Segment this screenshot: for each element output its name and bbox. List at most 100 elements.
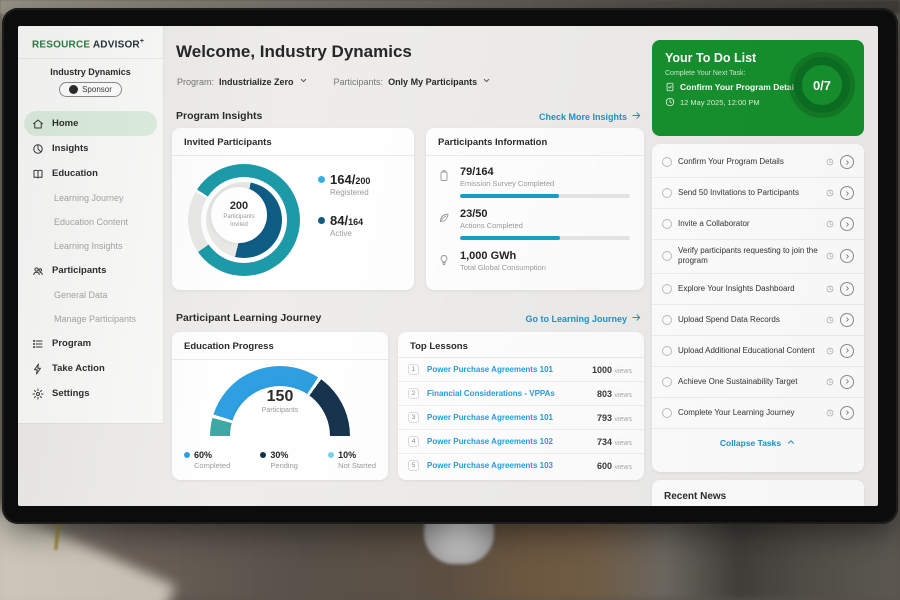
filter-participants[interactable]: Participants: Only My Participants: [334, 76, 492, 87]
legend-dot: [184, 452, 190, 458]
legend-item-not-started: 10% Not Started: [328, 450, 376, 470]
task-upload-spend-data-records[interactable]: Upload Spend Data Records: [652, 305, 864, 336]
task-verify-participants-requesting-to-join-the-program[interactable]: Verify participants requesting to join t…: [652, 240, 864, 274]
todo-title: Your To Do List: [665, 51, 757, 65]
task-confirm-your-program-details[interactable]: Confirm Your Program Details: [652, 147, 864, 178]
task-checkbox[interactable]: [662, 376, 672, 387]
task-open-button[interactable]: [840, 312, 854, 327]
stat-label: Total Global Consumption: [460, 263, 546, 272]
gauge-center-label: Participants: [261, 407, 299, 414]
survey-icon: [438, 169, 450, 181]
sidebar-item-home[interactable]: Home: [24, 111, 157, 137]
legend-value: 30%: [270, 450, 289, 460]
stat-label: Actions Completed: [460, 221, 523, 230]
top-lessons-card: Top Lessons 1 Power Purchase Agreements 1…: [398, 332, 644, 480]
stat-actions-completed: 23/50 Actions Completed: [426, 198, 644, 240]
sidebar-item-program[interactable]: Program: [24, 331, 157, 356]
task-send-50-invitations-to-participants[interactable]: Send 50 Invitations to Participants: [652, 178, 864, 209]
sidebar-item-label: Program: [52, 338, 92, 350]
task-open-button[interactable]: [840, 155, 854, 169]
filter-program[interactable]: Program: Industrialize Zero: [177, 76, 308, 87]
page-title: Welcome, Industry Dynamics: [176, 42, 412, 61]
go-to-learning-journey-link[interactable]: Go to Learning Journey: [525, 312, 642, 325]
task-open-button[interactable]: [840, 186, 854, 200]
arrow-right-icon: [631, 312, 642, 325]
task-checkbox[interactable]: [662, 283, 672, 294]
task-checkbox[interactable]: [662, 157, 672, 167]
collapse-tasks-link[interactable]: Collapse Tasks: [652, 429, 864, 455]
sidebar-item-label: Learning Journey: [54, 193, 124, 204]
program-icon: [32, 338, 44, 350]
sidebar-item-label: Take Action: [52, 363, 105, 375]
lesson-row: 3 Power Purchase Agreements 101 793 views: [398, 406, 644, 430]
sponsor-badge[interactable]: Sponsor: [59, 82, 122, 98]
task-open-button[interactable]: [840, 343, 854, 358]
monitor-bezel: RESOURCE ADVISOR+ Industry Dynamics Spon…: [2, 8, 898, 524]
lesson-views: 793 views: [596, 412, 632, 423]
legend-value: 60%: [194, 450, 213, 460]
task-open-button[interactable]: [840, 281, 854, 296]
lesson-row: 5 Power Purchase Agreements 103 600 views: [398, 454, 644, 477]
lesson-rank: 1: [408, 364, 419, 375]
check-more-insights-link[interactable]: Check More Insights: [539, 110, 642, 123]
task-complete-your-learning-journey[interactable]: Complete Your Learning Journey: [652, 398, 864, 429]
task-open-button[interactable]: [840, 374, 854, 389]
task-checkbox[interactable]: [662, 251, 672, 262]
task-checkbox[interactable]: [662, 345, 672, 356]
sidebar-item-label: Manage Participants: [54, 314, 137, 325]
filter-value: Only My Participants: [388, 76, 478, 87]
sidebar-item-education[interactable]: Education: [24, 161, 157, 186]
task-checkbox[interactable]: [662, 407, 672, 418]
clock-icon: [826, 342, 834, 360]
sidebar-item-label: General Data: [54, 290, 108, 301]
lesson-rank: 5: [408, 460, 419, 471]
stat-total-global-consumption: 1,000 GWh Total Global Consumption: [426, 240, 644, 272]
sidebar-item-settings[interactable]: Settings: [24, 381, 157, 406]
task-open-button[interactable]: [840, 217, 854, 231]
task-checkbox[interactable]: [662, 314, 672, 325]
stat-value: 23/50: [460, 208, 488, 220]
bulb-icon: [438, 253, 450, 265]
home-icon: [32, 118, 44, 130]
legend-item-pending: 30% Pending: [260, 450, 298, 470]
todo-progress-ring: 0/7: [794, 57, 850, 113]
sidebar-item-manage-participants[interactable]: Manage Participants: [24, 307, 157, 331]
task-open-button[interactable]: [840, 405, 854, 420]
lesson-rank: 4: [408, 436, 419, 447]
lesson-title-link[interactable]: Financial Considerations - VPPAs: [427, 389, 555, 398]
legend-label: Completed: [194, 461, 231, 470]
task-checkbox[interactable]: [662, 188, 672, 198]
lesson-title-link[interactable]: Power Purchase Agreements 101: [427, 413, 553, 422]
card-title: Participants Information: [426, 128, 644, 156]
todo-next-task[interactable]: Confirm Your Program Details: [652, 77, 802, 92]
sidebar-item-label: Insights: [52, 143, 89, 155]
task-open-button[interactable]: [840, 249, 854, 264]
app-logo[interactable]: RESOURCE ADVISOR+: [18, 26, 163, 60]
take-action-icon: [32, 363, 44, 375]
sidebar-item-learning-journey[interactable]: Learning Journey: [24, 186, 157, 210]
task-invite-a-collaborator[interactable]: Invite a Collaborator: [652, 209, 864, 240]
sidebar-item-take-action[interactable]: Take Action: [24, 356, 157, 381]
actions-icon: [438, 211, 450, 223]
task-label: Complete Your Learning Journey: [678, 407, 795, 417]
legend-item-registered: 164/200 Registered: [318, 172, 370, 197]
task-label: Send 50 Invitations to Participants: [678, 187, 799, 197]
lesson-rank: 2: [408, 388, 419, 399]
sidebar-item-general-data[interactable]: General Data: [24, 283, 157, 307]
sidebar-item-learning-insights[interactable]: Learning Insights: [24, 234, 157, 258]
task-label: Achieve One Sustainability Target: [678, 376, 798, 386]
sidebar-item-insights[interactable]: Insights: [24, 136, 157, 161]
lesson-title-link[interactable]: Power Purchase Agreements 101: [427, 365, 553, 374]
legend-label: Active: [330, 229, 352, 238]
lesson-title-link[interactable]: Power Purchase Agreements 102: [427, 437, 553, 446]
tasks-list: Confirm Your Program Details Send 50 Invi…: [652, 147, 864, 429]
task-checkbox[interactable]: [662, 219, 672, 229]
task-upload-additional-educational-content[interactable]: Upload Additional Educational Content: [652, 336, 864, 367]
task-explore-your-insights-dashboard[interactable]: Explore Your Insights Dashboard: [652, 274, 864, 305]
sidebar-item-education-content[interactable]: Education Content: [24, 210, 157, 234]
sidebar-item-label: Education Content: [54, 217, 129, 228]
lesson-title-link[interactable]: Power Purchase Agreements 103: [427, 461, 553, 470]
stat-value: 79/164: [460, 166, 494, 178]
sidebar-item-participants[interactable]: Participants: [24, 258, 157, 283]
task-achieve-one-sustainability-target[interactable]: Achieve One Sustainability Target: [652, 367, 864, 398]
